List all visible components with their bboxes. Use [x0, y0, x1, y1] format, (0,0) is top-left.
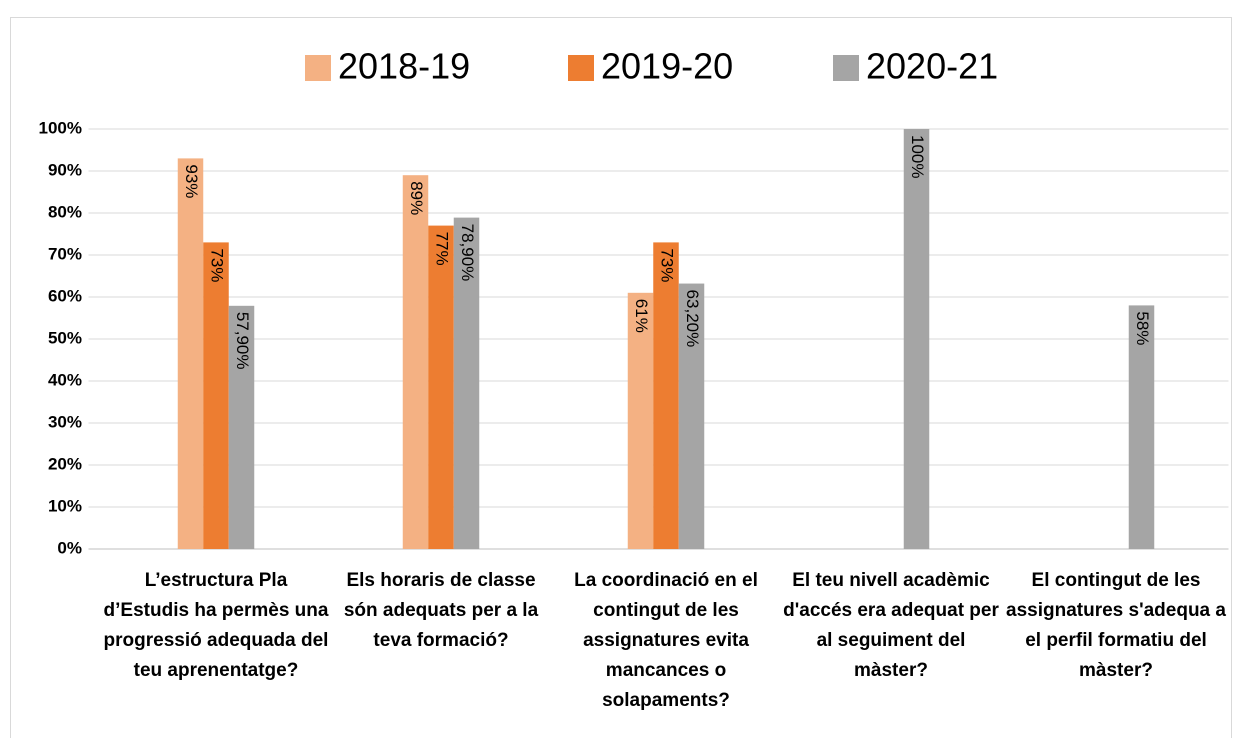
y-tick-label: 20%: [48, 454, 82, 473]
legend-label: 2018-19: [338, 46, 470, 87]
y-tick-label: 30%: [48, 412, 82, 431]
data-label: 100%: [908, 135, 927, 178]
legend-swatch: [568, 55, 594, 81]
bar: [653, 242, 679, 549]
bar: [402, 175, 429, 549]
data-label: 77%: [433, 232, 452, 266]
data-label: 93%: [182, 164, 201, 198]
bar: [1128, 305, 1155, 549]
bar: [627, 292, 654, 549]
data-label: 73%: [658, 248, 677, 282]
x-tick-label: La coordinació en el contingut de les as…: [574, 570, 758, 711]
bar: [903, 129, 930, 549]
legend-label: 2020-21: [866, 46, 998, 87]
x-tick-label: El contingut de les assignatures s'adequ…: [1006, 570, 1226, 681]
x-tick-label: L’estructura Pla d’Estudis ha permès una…: [103, 570, 329, 681]
x-tick-label: El teu nivell acadèmic d'accés era adequ…: [783, 570, 999, 681]
data-label: 73%: [208, 248, 227, 282]
legend-swatch: [833, 55, 859, 81]
bar: [453, 217, 480, 549]
y-tick-label: 50%: [48, 328, 82, 347]
bar: [177, 158, 204, 549]
x-tick-label: Els horaris de classe són adequats per a…: [343, 570, 539, 651]
legend-swatch: [305, 55, 331, 81]
chart-border: [10, 17, 1232, 738]
y-tick-label: 0%: [57, 538, 82, 557]
y-tick-label: 10%: [48, 496, 82, 515]
data-label: 61%: [632, 299, 651, 333]
y-tick-label: 80%: [48, 202, 82, 221]
legend-label: 2019-20: [601, 46, 733, 87]
data-label: 78,90%: [458, 224, 477, 282]
y-tick-label: 90%: [48, 160, 82, 179]
data-label: 63,20%: [683, 290, 702, 348]
y-tick-label: 100%: [39, 118, 82, 137]
y-tick-label: 70%: [48, 244, 82, 263]
data-label: 57,90%: [233, 312, 252, 370]
y-tick-label: 40%: [48, 370, 82, 389]
bar: [678, 283, 705, 549]
data-label: 58%: [1133, 311, 1152, 345]
data-label: 89%: [407, 181, 426, 215]
bar: [428, 225, 454, 549]
bar: [203, 242, 229, 549]
bar: [228, 305, 255, 549]
y-tick-label: 60%: [48, 286, 82, 305]
